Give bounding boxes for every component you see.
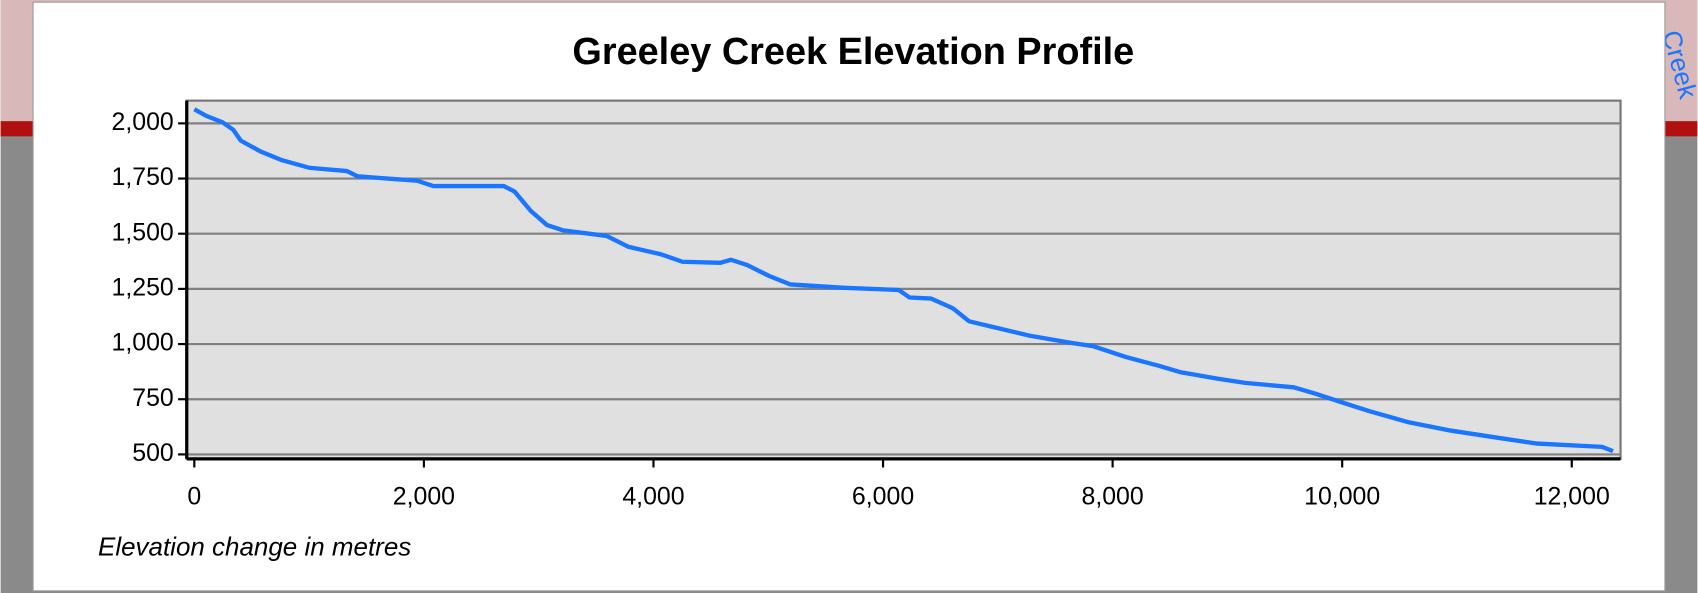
y-tick-label: 1,500 bbox=[112, 218, 174, 246]
y-tick-label: 1,000 bbox=[112, 329, 174, 357]
page: {"map_label": "Creek", "chart_data": {"t… bbox=[0, 0, 1698, 593]
x-tick-label: 10,000 bbox=[1304, 482, 1380, 510]
chart: Creek Greeley Creek Elevation Profile El… bbox=[0, 0, 1698, 593]
x-tick-label: 0 bbox=[187, 482, 201, 510]
x-tick-label: 6,000 bbox=[852, 482, 914, 510]
map-band bbox=[1665, 121, 1697, 136]
x-tick-label: 12,000 bbox=[1534, 482, 1610, 510]
x-tick-label: 4,000 bbox=[622, 482, 684, 510]
note: Elevation change in metres bbox=[98, 531, 411, 561]
y-tick-label: 1,750 bbox=[112, 163, 174, 191]
y-tick-label: 750 bbox=[132, 384, 174, 412]
x-tick-label: 8,000 bbox=[1081, 482, 1143, 510]
plot-area bbox=[187, 101, 1621, 459]
map-band bbox=[1, 121, 33, 136]
y-tick-label: 2,000 bbox=[112, 108, 174, 136]
y-tick-label: 1,250 bbox=[112, 273, 174, 301]
chart-title: Greeley Creek Elevation Profile bbox=[572, 31, 1134, 73]
x-tick-label: 2,000 bbox=[393, 482, 455, 510]
y-tick-label: 500 bbox=[132, 439, 174, 467]
